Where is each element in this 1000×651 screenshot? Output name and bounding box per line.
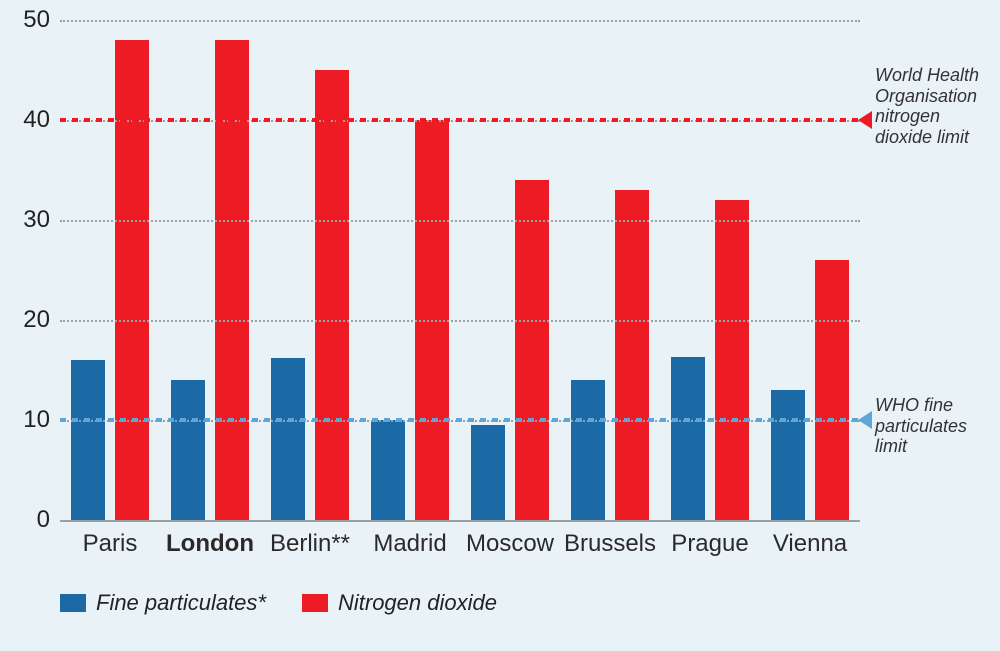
reference-label: WHO fine particulates limit xyxy=(875,395,995,457)
reference-label: World Health Organisation nitrogen dioxi… xyxy=(875,65,995,148)
gridline xyxy=(60,20,860,22)
ytick-label: 10 xyxy=(23,406,60,434)
legend-item: Fine particulates* xyxy=(60,590,266,616)
pollution-bar-chart: 01020304050 Fine particulates*Nitrogen d… xyxy=(0,0,1000,651)
category-label: Paris xyxy=(83,530,138,558)
bar xyxy=(315,70,349,520)
bar xyxy=(271,358,305,520)
category-label: Berlin** xyxy=(270,530,350,558)
category-label: Prague xyxy=(671,530,748,558)
bar xyxy=(715,200,749,520)
bar xyxy=(71,360,105,520)
bar xyxy=(671,357,705,520)
reference-line-dash xyxy=(60,418,860,422)
legend-swatch xyxy=(302,594,328,612)
bar xyxy=(371,420,405,520)
gridline xyxy=(60,320,860,322)
legend: Fine particulates* Nitrogen dioxide xyxy=(60,590,497,616)
bar xyxy=(815,260,849,520)
ytick-label: 0 xyxy=(37,506,60,534)
ytick-label: 20 xyxy=(23,306,60,334)
legend-label: Nitrogen dioxide xyxy=(338,590,497,616)
bar xyxy=(615,190,649,520)
bar xyxy=(771,390,805,520)
gridline xyxy=(60,520,860,522)
bar xyxy=(171,380,205,520)
ytick-label: 30 xyxy=(23,206,60,234)
ytick-label: 40 xyxy=(23,106,60,134)
legend-label: Fine particulates* xyxy=(96,590,266,616)
bars-layer xyxy=(60,20,860,520)
bar xyxy=(471,425,505,520)
gridline xyxy=(60,220,860,222)
category-label: Brussels xyxy=(564,530,656,558)
category-label: Madrid xyxy=(373,530,446,558)
category-label: Moscow xyxy=(466,530,554,558)
category-label: Vienna xyxy=(773,530,847,558)
reference-line-dash xyxy=(60,118,860,122)
bar xyxy=(515,180,549,520)
ytick-label: 50 xyxy=(23,6,60,34)
legend-swatch xyxy=(60,594,86,612)
bar xyxy=(115,40,149,520)
bar xyxy=(571,380,605,520)
reference-arrow-icon xyxy=(858,111,872,129)
reference-arrow-icon xyxy=(858,411,872,429)
bar xyxy=(215,40,249,520)
plot-area: 01020304050 xyxy=(60,20,860,520)
category-label: London xyxy=(166,530,254,558)
legend-item: Nitrogen dioxide xyxy=(302,590,497,616)
